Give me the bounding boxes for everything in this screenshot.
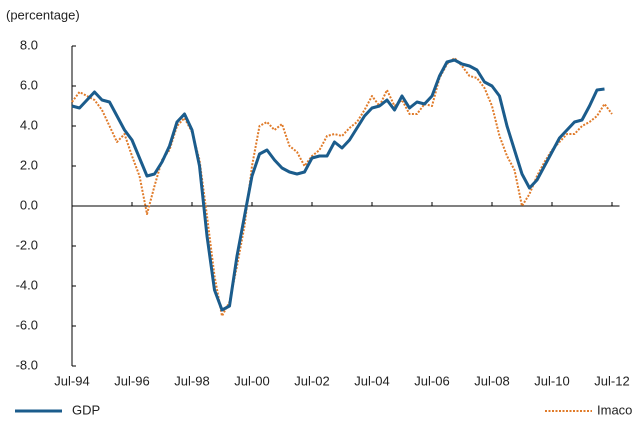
y-tick-label: -6.0 [16,317,38,332]
y-tick-label: -4.0 [16,277,38,292]
x-tick-label: Jul-08 [474,373,509,388]
x-tick-label: Jul-12 [594,373,629,388]
x-tick-label: Jul-94 [54,373,89,388]
y-axis-label: (percentage) [6,7,80,22]
x-tick-label: Jul-02 [294,373,329,388]
y-tick-label: -8.0 [16,357,38,372]
y-tick-label: 6.0 [20,77,38,92]
x-tick-label: Jul-00 [234,373,269,388]
x-tick-label: Jul-06 [414,373,449,388]
x-tick-label: Jul-96 [114,373,149,388]
x-tick-label: Jul-98 [174,373,209,388]
y-tick-label: 2.0 [20,157,38,172]
y-tick-label: 8.0 [20,37,38,52]
legend-label: GDP [72,402,100,417]
y-tick-label: 0.0 [20,197,38,212]
legend-label: Imaco [597,402,632,417]
y-tick-label: -2.0 [16,237,38,252]
x-tick-label: Jul-10 [534,373,569,388]
x-tick-label: Jul-04 [354,373,389,388]
y-tick-label: 4.0 [20,117,38,132]
series-line [71,58,605,312]
